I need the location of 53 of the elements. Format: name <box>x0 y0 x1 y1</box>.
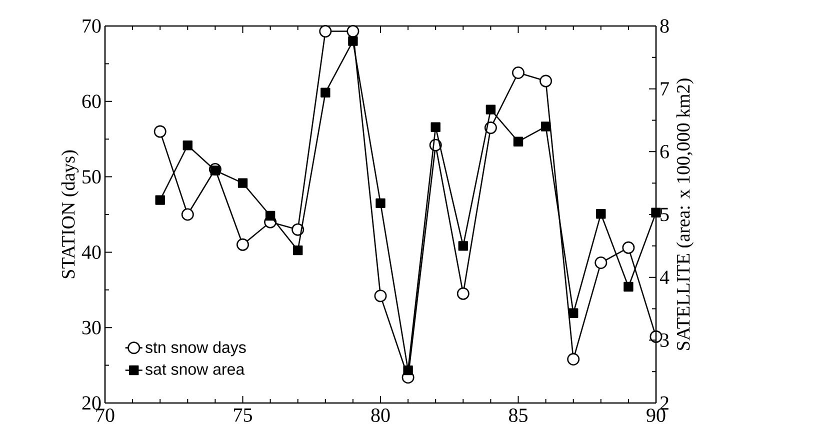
y-tick-label: 50 <box>82 170 101 184</box>
point <box>430 122 440 132</box>
point <box>540 74 552 88</box>
point <box>651 208 661 218</box>
y-tick-label: 70 <box>82 19 101 33</box>
point <box>348 36 358 46</box>
x-tick-label: 70 <box>96 408 114 422</box>
x-tick-label: 90 <box>646 408 666 422</box>
y-tick-label: 20 <box>82 396 101 410</box>
y-tick-label: 60 <box>82 94 101 108</box>
point <box>154 125 166 138</box>
point <box>403 365 413 376</box>
point <box>624 282 634 292</box>
point <box>456 287 470 300</box>
point <box>319 25 332 38</box>
point <box>486 104 496 114</box>
point <box>513 136 524 146</box>
y-tick-label: 30 <box>82 320 101 334</box>
point <box>594 256 608 270</box>
point <box>567 353 580 366</box>
point <box>155 195 165 205</box>
point <box>376 198 386 208</box>
x-tick-label: 80 <box>371 408 390 422</box>
x-tick-label: 75 <box>234 408 252 422</box>
point <box>622 241 635 254</box>
point <box>265 210 276 221</box>
y2-tick-label: 8 <box>660 19 669 33</box>
point <box>458 241 468 251</box>
point <box>293 245 303 256</box>
y-tick-label: 40 <box>82 245 101 259</box>
y2-tick-label: 5 <box>660 208 669 222</box>
point <box>320 88 330 98</box>
y2-tick-label: 2 <box>660 396 668 410</box>
y2-tick-label: 7 <box>660 82 669 96</box>
point <box>540 122 551 132</box>
x-tick-label: 85 <box>509 408 528 422</box>
y2-tick-label: 4 <box>660 270 670 284</box>
y-axis-title: STATION (days) <box>61 150 79 278</box>
point <box>236 238 249 251</box>
legend-label: stn snow days <box>145 341 246 356</box>
point <box>181 208 194 221</box>
point <box>374 290 387 302</box>
y2-axis-title: SATELLITE (area: x 100,000 km2) <box>676 78 694 350</box>
point <box>596 209 606 219</box>
point <box>238 178 248 188</box>
point <box>512 66 525 79</box>
y2-tick-label: 6 <box>660 144 669 158</box>
y2-tick-label: 3 <box>660 333 669 347</box>
legend-label: sat snow area <box>145 364 245 375</box>
point <box>346 25 360 38</box>
point <box>210 166 220 176</box>
point <box>568 308 578 318</box>
point <box>182 140 192 150</box>
